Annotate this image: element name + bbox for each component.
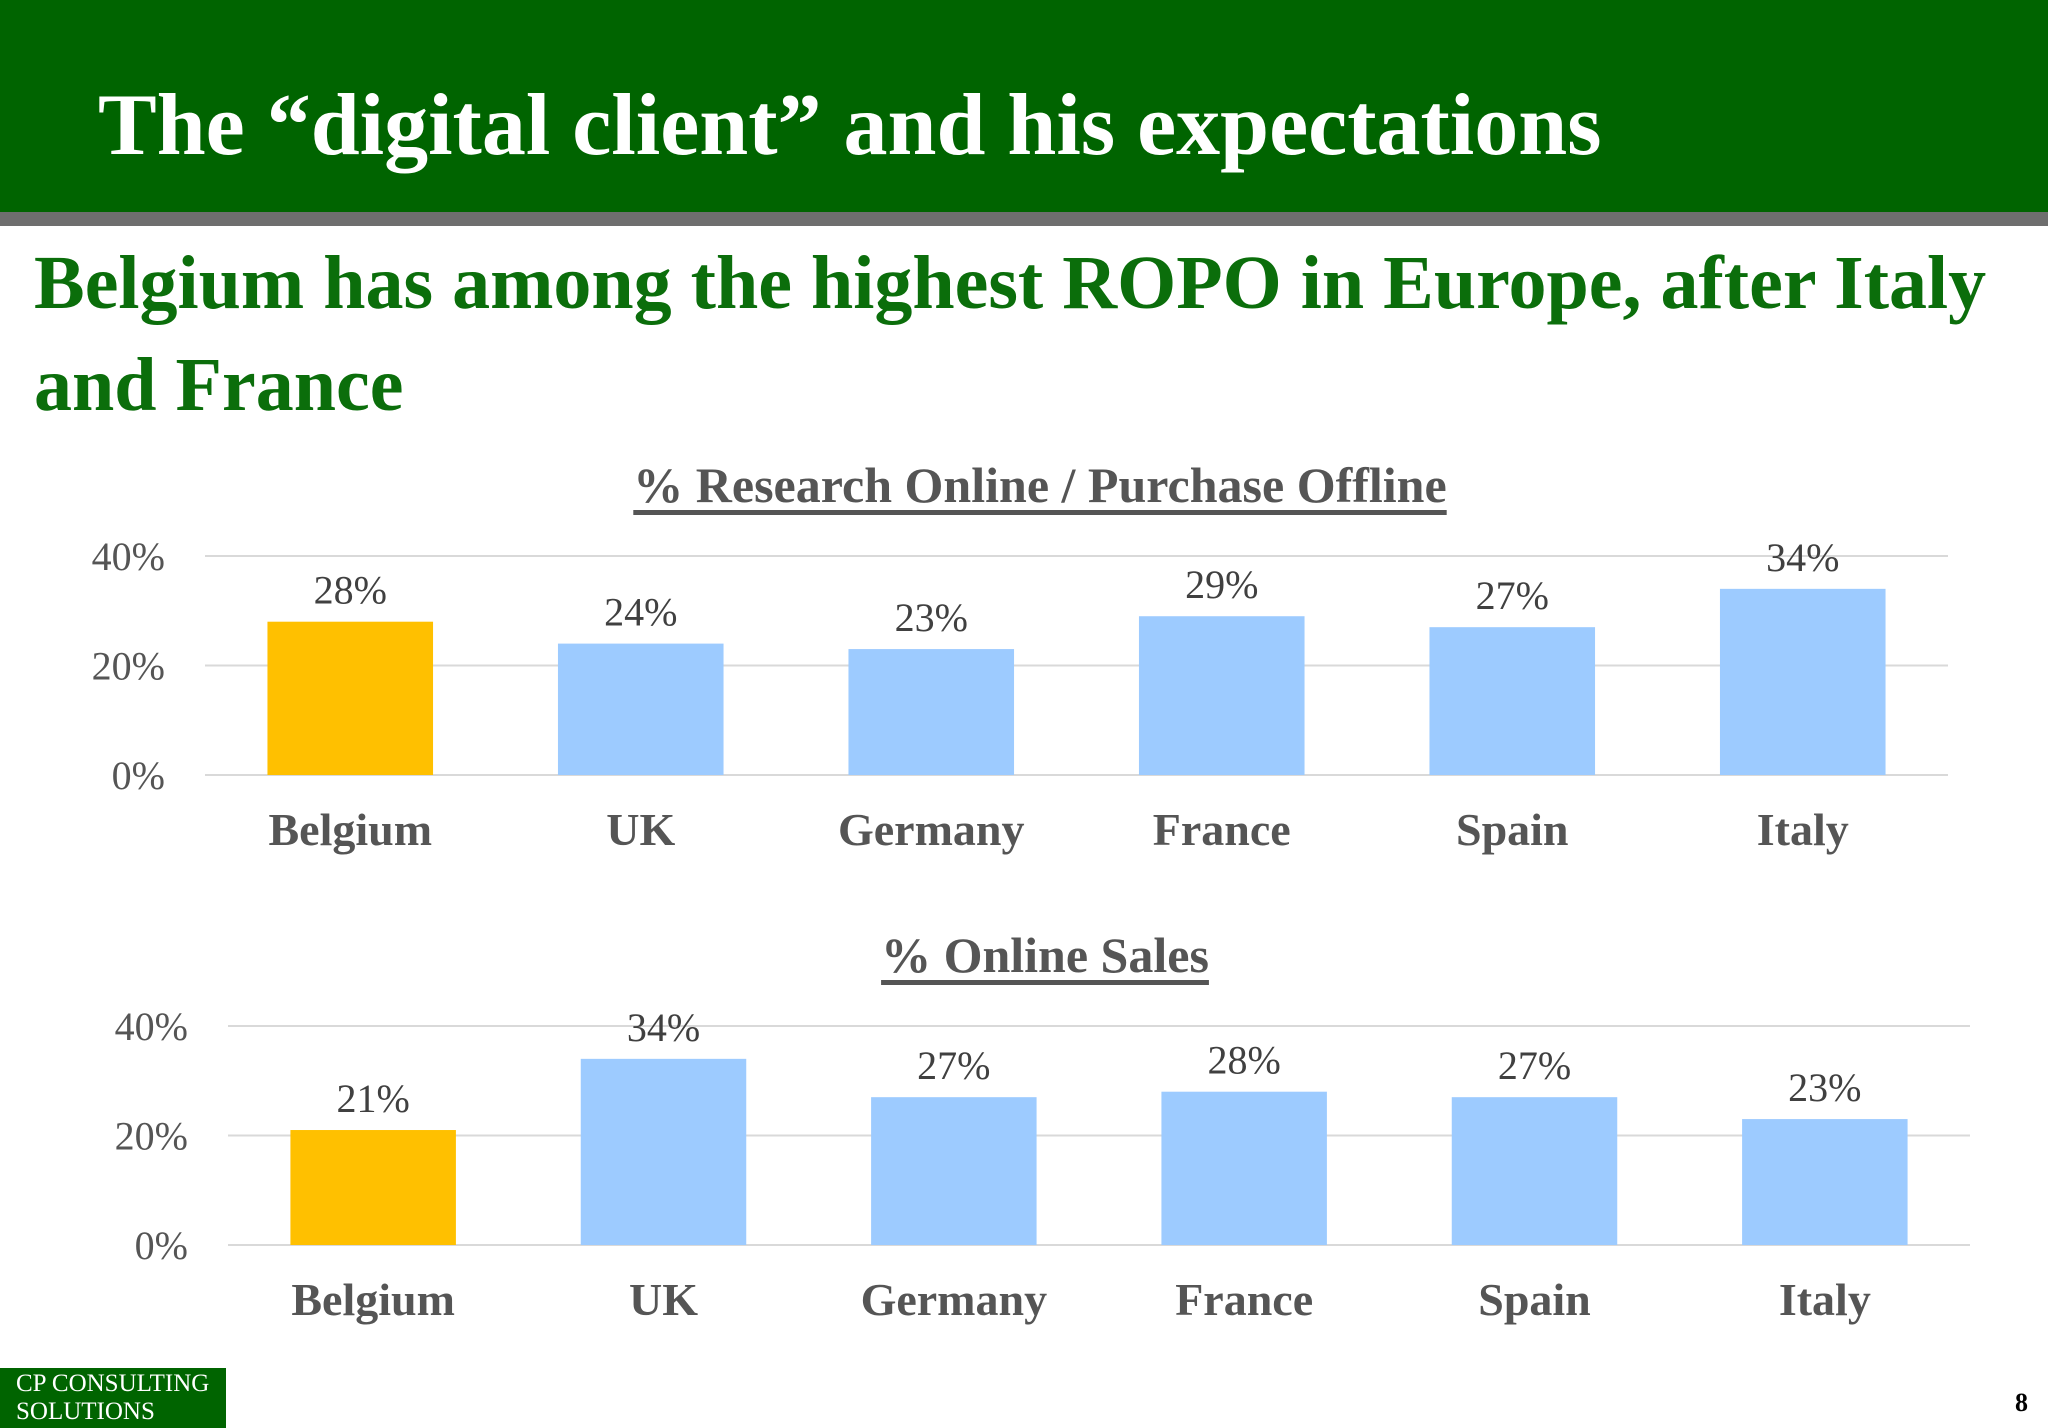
- x-tick-label: UK: [629, 1274, 698, 1325]
- data-label: 27%: [1498, 1043, 1571, 1088]
- x-tick-label: UK: [606, 804, 675, 855]
- bar-france: [1138, 616, 1305, 775]
- header-band: [0, 0, 2048, 212]
- x-tick-label: France: [1175, 1274, 1313, 1325]
- slide-title: The “digital client” and his expectation…: [98, 77, 1602, 174]
- x-tick-label: Germany: [838, 804, 1025, 855]
- data-label: 23%: [895, 595, 968, 640]
- data-label: 24%: [604, 590, 677, 635]
- bar-uk: [557, 643, 724, 775]
- data-label: 29%: [1185, 562, 1258, 607]
- x-tick-label: Italy: [1757, 804, 1849, 855]
- data-label: 27%: [1476, 573, 1549, 618]
- header-rule: [0, 212, 2048, 226]
- online-sales-bar-chart: 0% 20% 40% 21% Belgium 34% UK 27% Germany 28% Fran…: [115, 1004, 1970, 1325]
- data-label: 27%: [917, 1043, 990, 1088]
- bar-germany: [871, 1097, 1037, 1245]
- data-label: 28%: [314, 568, 387, 613]
- data-label: 23%: [1788, 1065, 1861, 1110]
- bar-france: [1161, 1091, 1327, 1245]
- headline: Belgium has among the highest ROPO in Eu…: [34, 241, 1987, 427]
- company-badge: CP CONSULTING SOLUTIONS: [0, 1368, 226, 1428]
- x-tick-label: Belgium: [291, 1274, 455, 1325]
- x-tick-label: Belgium: [268, 804, 432, 855]
- y-tick-label: 20%: [115, 1114, 188, 1159]
- bar-spain: [1429, 627, 1596, 775]
- bar-belgium: [267, 621, 434, 775]
- y-tick-label: 40%: [115, 1004, 188, 1049]
- bar-belgium: [290, 1130, 456, 1245]
- ropo-chart-title: % Research Online / Purchase Offline: [633, 457, 1447, 513]
- company-name-line2: SOLUTIONS: [16, 1398, 155, 1425]
- bar-uk: [580, 1058, 747, 1245]
- x-tick-label: Germany: [861, 1274, 1048, 1325]
- data-label: 34%: [627, 1005, 700, 1050]
- bar-germany: [848, 649, 1015, 775]
- bar-italy: [1719, 588, 1886, 775]
- bar-spain: [1451, 1097, 1618, 1245]
- page-number: 8: [2015, 1388, 2028, 1417]
- data-label: 28%: [1208, 1038, 1281, 1083]
- x-tick-label: France: [1153, 804, 1291, 855]
- company-name-line1: CP CONSULTING: [16, 1370, 210, 1397]
- data-label: 21%: [337, 1076, 410, 1121]
- x-tick-label: Spain: [1478, 1274, 1591, 1325]
- ropo-bar-chart: 0% 20% 40% 28% Belgium 24% UK 23% Germany 29% Fran…: [92, 534, 1948, 855]
- online-sales-chart-title: % Online Sales: [881, 927, 1209, 983]
- y-tick-label: 0%: [135, 1223, 188, 1268]
- y-tick-label: 40%: [92, 534, 165, 579]
- y-tick-label: 0%: [112, 753, 165, 798]
- bar-italy: [1742, 1119, 1908, 1245]
- y-tick-label: 20%: [92, 644, 165, 689]
- x-tick-label: Italy: [1779, 1274, 1871, 1325]
- data-label: 34%: [1766, 535, 1839, 580]
- x-tick-label: Spain: [1456, 804, 1569, 855]
